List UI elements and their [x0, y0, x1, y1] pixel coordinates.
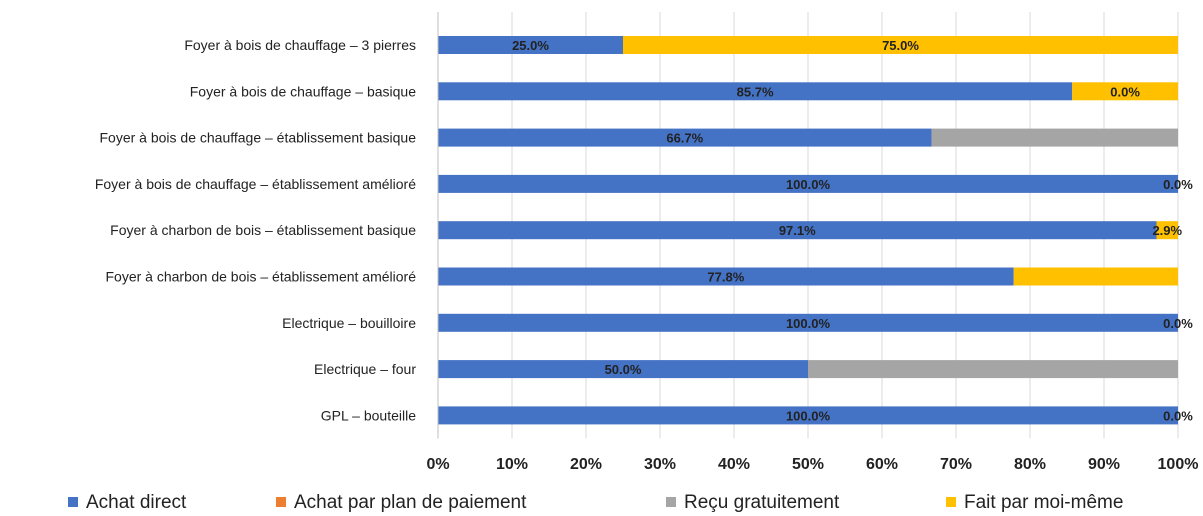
category-label: Foyer à bois de chauffage – 3 pierres — [184, 37, 416, 53]
data-labels: 25.0% 75.0% 85.7% 0.0% 66.7% 100.0% 0.0% 97.1% 2… — [512, 38, 1193, 423]
x-tick-label: 80% — [1014, 456, 1046, 473]
category-label: Foyer à bois de chauffage – basique — [190, 83, 416, 99]
bars — [438, 36, 1178, 425]
bar-segment — [623, 36, 1178, 54]
legend-swatch — [666, 497, 676, 507]
data-label: 25.0% — [512, 38, 549, 53]
x-tick-label: 40% — [718, 456, 750, 473]
legend: Achat direct Achat par plan de paiement Re… — [68, 492, 1123, 513]
category-label: Foyer à bois de chauffage – établissemen… — [95, 176, 416, 192]
bar-segment — [438, 406, 1178, 425]
bar-segment — [931, 128, 1178, 147]
category-label: Foyer à bois de chauffage – établissemen… — [99, 130, 416, 146]
data-label: 100.0% — [786, 177, 831, 192]
data-label: 0.0% — [1110, 84, 1140, 99]
bar-segment — [438, 313, 1178, 332]
legend-label: Achat par plan de paiement — [294, 492, 527, 513]
category-label: GPL – bouteille — [321, 407, 416, 423]
x-tick-label: 0% — [426, 456, 449, 473]
category-labels: Foyer à bois de chauffage – 3 pierres Foy… — [95, 37, 416, 423]
data-label: 77.8% — [707, 270, 744, 285]
legend-swatch — [946, 497, 956, 507]
category-label: Electrique – four — [314, 361, 416, 377]
data-label: 2.9% — [1152, 223, 1182, 238]
bar-segment — [1013, 267, 1178, 286]
category-label: Electrique – bouilloire — [282, 315, 416, 331]
legend-label: Reçu gratuitement — [684, 492, 840, 513]
data-label: 50.0% — [605, 362, 642, 377]
data-label: 0.0% — [1163, 408, 1193, 423]
data-label: 100.0% — [786, 408, 831, 423]
bar-segment — [438, 82, 1073, 101]
category-label: Foyer à charbon de bois – établissement … — [110, 222, 416, 238]
bar-segment — [438, 36, 623, 54]
x-tick-labels: 0% 10% 20% 30% 40% 50% 60% 70% 80% 90% 100% — [426, 456, 1198, 473]
x-tick-label: 50% — [792, 456, 824, 473]
legend-swatch — [68, 497, 78, 507]
x-tick-label: 10% — [496, 456, 528, 473]
x-tick-label: 90% — [1088, 456, 1120, 473]
bar-segment — [438, 128, 932, 147]
x-tick-label: 100% — [1158, 456, 1199, 473]
x-tick-label: 60% — [866, 456, 898, 473]
bar-segment — [808, 360, 1178, 379]
x-tick-label: 20% — [570, 456, 602, 473]
legend-swatch — [276, 497, 286, 507]
bar-segment — [438, 174, 1178, 193]
data-label: 100.0% — [786, 316, 831, 331]
data-label: 75.0% — [882, 38, 919, 53]
data-label: 0.0% — [1163, 316, 1193, 331]
bar-segment — [438, 360, 808, 379]
bar-segment — [438, 221, 1157, 240]
legend-label: Fait par moi-même — [964, 492, 1123, 513]
bar-segment — [438, 267, 1014, 286]
data-label: 97.1% — [779, 223, 816, 238]
data-label: 0.0% — [1163, 177, 1193, 192]
x-tick-label: 70% — [940, 456, 972, 473]
x-tick-label: 30% — [644, 456, 676, 473]
legend-label: Achat direct — [86, 492, 187, 513]
bar-segment — [1156, 221, 1178, 240]
category-label: Foyer à charbon de bois – établissement … — [105, 269, 416, 285]
data-label: 66.7% — [666, 131, 703, 146]
data-label: 85.7% — [737, 84, 774, 99]
bar-segment — [1072, 82, 1178, 101]
